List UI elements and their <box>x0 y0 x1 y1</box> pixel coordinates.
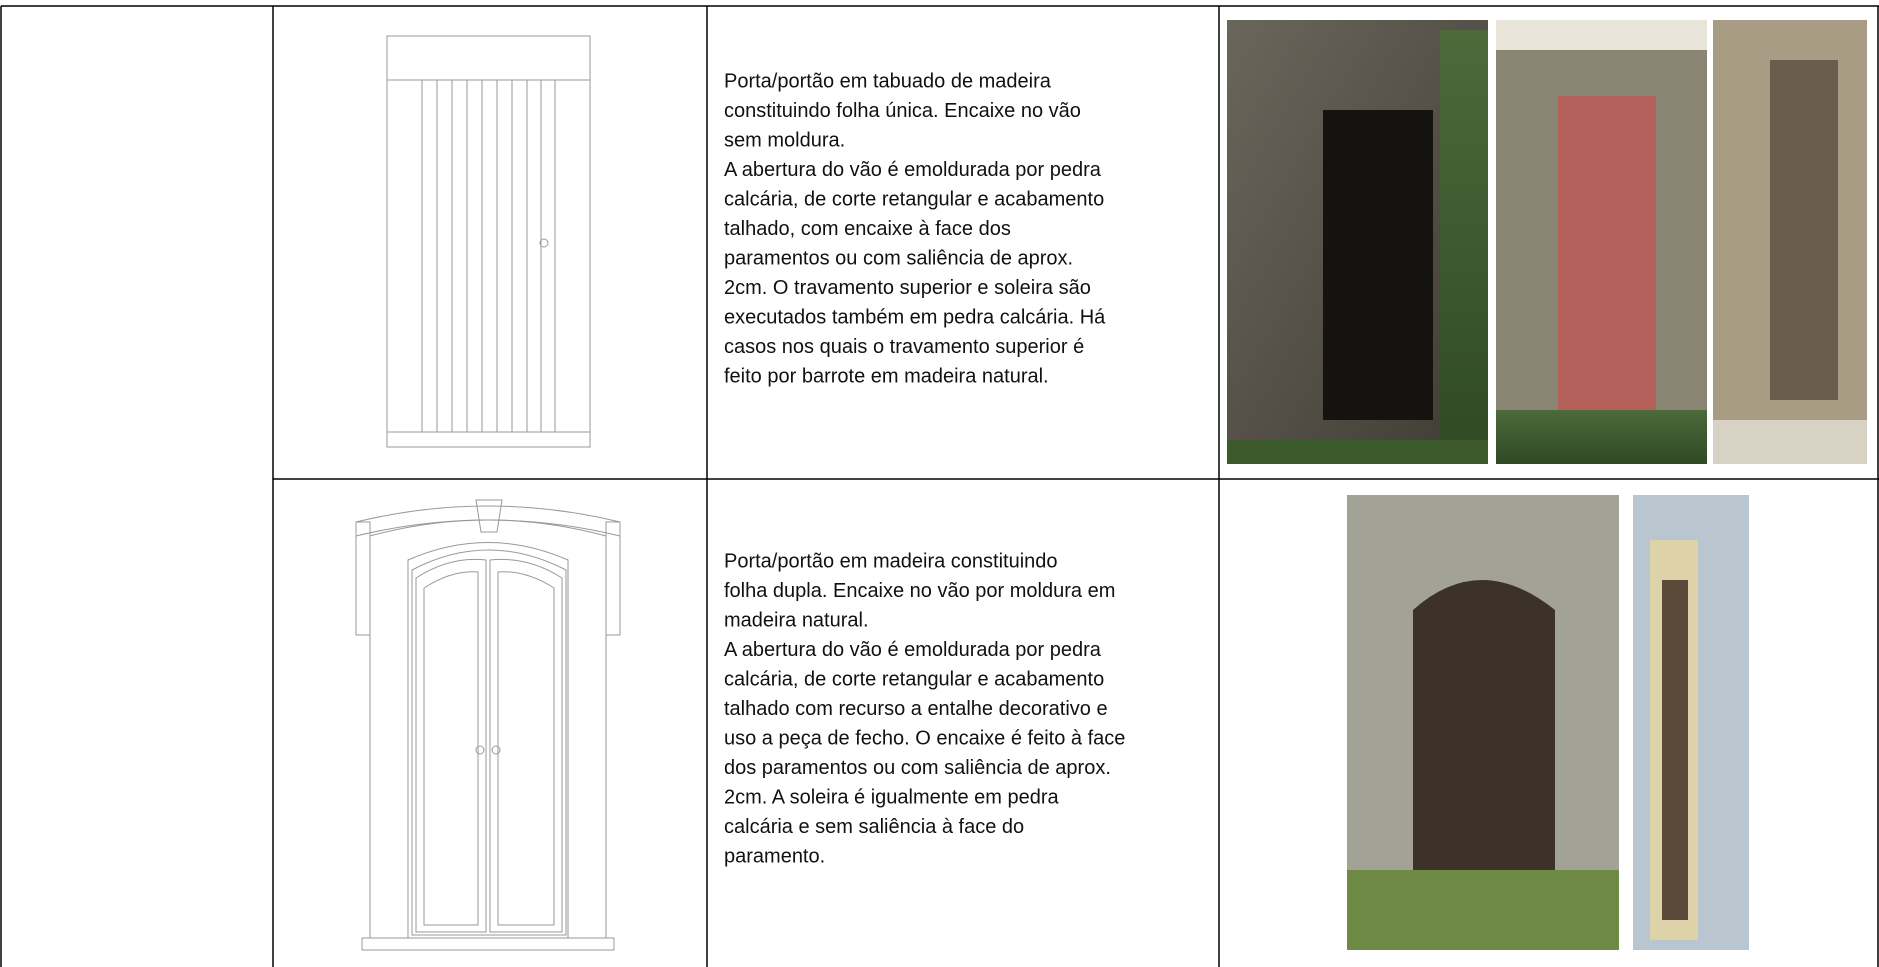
description-line: A abertura do vão é emoldurada por pedra <box>724 159 1102 181</box>
description-line: Porta/portão em madeira constituindo <box>724 550 1058 572</box>
table-grid <box>0 5 1879 967</box>
photo <box>1713 20 1867 464</box>
description-line: executados também em pedra calcária. Há <box>724 306 1106 328</box>
description-line: Porta/portão em tabuado de madeira <box>724 70 1052 92</box>
description-line: uso a peça de fecho. O encaixe é feito à… <box>724 727 1125 749</box>
description-line: calcária e sem saliência à face do <box>724 816 1024 838</box>
description-line: 2cm. A soleira é igualmente em pedra <box>724 786 1060 808</box>
description-line: paramentos ou com saliência de aprox. <box>724 247 1073 269</box>
description-line: casos nos quais o travamento superior é <box>724 336 1084 358</box>
description-line: folha dupla. Encaixe no vão por moldura … <box>724 580 1115 602</box>
description-line: sem moldura. <box>724 129 845 151</box>
photo <box>1633 495 1749 950</box>
description-line: dos paramentos ou com saliência de aprox… <box>724 757 1111 779</box>
description-line: 2cm. O travamento superior e soleira são <box>724 277 1091 299</box>
door-drawing-double <box>355 499 621 951</box>
photo <box>1347 495 1619 950</box>
description-line: madeira natural. <box>724 609 869 631</box>
description-line: talhado com recurso a entalhe decorativo… <box>724 698 1108 720</box>
photo <box>1496 20 1707 464</box>
door-drawing-single <box>386 35 591 448</box>
description-line: A abertura do vão é emoldurada por pedra <box>724 639 1102 661</box>
description-line: paramento. <box>724 845 825 867</box>
description-line: calcária, de corte retangular e acabamen… <box>724 188 1104 210</box>
description-line: constituindo folha única. Encaixe no vão <box>724 100 1081 122</box>
description-line: feito por barrote em madeira natural. <box>724 365 1049 387</box>
photo <box>1227 20 1488 464</box>
description-line: talhado, com encaixe à face dos <box>724 218 1011 240</box>
description-line: calcária, de corte retangular e acabamen… <box>724 668 1104 690</box>
